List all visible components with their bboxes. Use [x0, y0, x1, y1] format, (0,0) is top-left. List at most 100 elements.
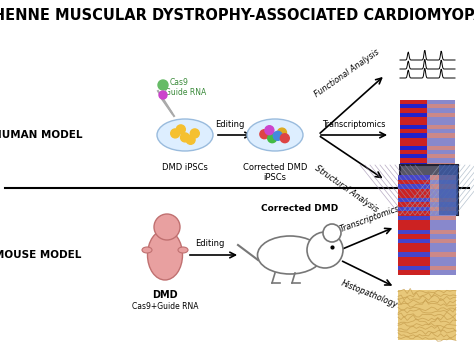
Bar	[400, 104, 428, 108]
Bar	[400, 133, 428, 137]
Circle shape	[268, 134, 277, 143]
Bar	[398, 175, 430, 180]
Bar	[430, 261, 456, 266]
Text: Editing: Editing	[195, 239, 225, 248]
Text: Corrected DMD: Corrected DMD	[261, 204, 338, 213]
Bar	[398, 193, 430, 198]
Bar	[428, 163, 455, 166]
Bar	[430, 243, 456, 248]
Text: Histopathology: Histopathology	[340, 279, 399, 310]
Circle shape	[323, 224, 341, 242]
Bar	[428, 150, 455, 154]
Bar	[400, 163, 428, 166]
Bar	[400, 113, 428, 117]
Text: Structural Analysis: Structural Analysis	[313, 164, 380, 214]
Ellipse shape	[147, 230, 182, 280]
Text: Transcriptomics: Transcriptomics	[322, 120, 386, 129]
Bar	[400, 137, 428, 142]
Bar	[400, 125, 428, 129]
Bar	[428, 117, 455, 121]
Bar	[398, 180, 430, 184]
Bar	[428, 121, 455, 125]
Bar	[400, 146, 428, 150]
Text: Transcriptomics: Transcriptomics	[338, 203, 401, 234]
Bar	[428, 104, 455, 108]
Circle shape	[265, 126, 274, 135]
Bar	[398, 202, 430, 207]
Bar	[398, 248, 430, 252]
Ellipse shape	[257, 236, 322, 274]
Circle shape	[159, 91, 167, 99]
Text: Functional Analysis: Functional Analysis	[312, 48, 381, 99]
Bar	[430, 271, 456, 275]
Circle shape	[277, 128, 286, 137]
Ellipse shape	[157, 119, 213, 151]
Bar	[428, 142, 455, 146]
Bar	[430, 252, 456, 257]
Bar	[430, 257, 456, 261]
Bar	[430, 220, 456, 225]
Bar	[428, 137, 455, 142]
Bar	[430, 216, 456, 220]
Bar	[398, 252, 430, 257]
Text: Cas9: Cas9	[170, 78, 189, 87]
Bar	[398, 271, 430, 275]
Bar	[430, 234, 456, 239]
Text: Corrected DMD
iPSCs: Corrected DMD iPSCs	[243, 163, 307, 182]
Bar	[400, 150, 428, 154]
Bar	[400, 117, 428, 121]
Bar	[430, 202, 456, 207]
Bar	[398, 189, 430, 193]
Bar	[398, 184, 430, 189]
Bar	[430, 211, 456, 216]
Bar	[428, 108, 455, 113]
Circle shape	[158, 80, 168, 90]
Circle shape	[280, 134, 289, 143]
Bar	[398, 230, 430, 234]
Bar	[428, 125, 455, 129]
Circle shape	[307, 232, 343, 268]
Bar	[400, 154, 428, 158]
Bar	[398, 261, 430, 266]
Bar	[398, 239, 430, 243]
Bar	[428, 146, 455, 150]
Bar	[430, 184, 456, 189]
Text: DMD iPSCs: DMD iPSCs	[162, 163, 208, 172]
Bar	[428, 166, 455, 171]
Bar	[430, 180, 456, 184]
Bar	[428, 133, 455, 137]
Bar	[398, 207, 430, 211]
Bar	[430, 207, 456, 211]
Text: Guide RNA: Guide RNA	[165, 88, 206, 97]
Bar	[430, 225, 456, 230]
Bar	[428, 113, 455, 117]
Bar	[398, 257, 430, 261]
Text: DUCHENNE MUSCULAR DYSTROPHY-ASSOCIATED CARDIOMYOPATHY: DUCHENNE MUSCULAR DYSTROPHY-ASSOCIATED C…	[0, 8, 474, 23]
Bar	[430, 239, 456, 243]
Bar	[439, 165, 458, 215]
Circle shape	[186, 135, 195, 144]
Bar	[400, 165, 458, 215]
Bar	[398, 216, 430, 220]
Bar	[400, 166, 428, 171]
Bar	[398, 290, 456, 340]
Ellipse shape	[142, 247, 152, 253]
Text: MOUSE MODEL: MOUSE MODEL	[0, 250, 82, 260]
Bar	[398, 225, 430, 230]
Bar	[400, 129, 428, 133]
Bar	[398, 220, 430, 225]
Bar	[428, 100, 455, 104]
Text: DMD: DMD	[152, 290, 178, 300]
Bar	[398, 243, 430, 248]
Text: Cas9+Guide RNA: Cas9+Guide RNA	[132, 302, 198, 311]
Circle shape	[176, 125, 185, 134]
Bar	[398, 211, 430, 216]
Bar	[400, 121, 428, 125]
Bar	[430, 266, 456, 271]
Bar	[400, 100, 428, 104]
Bar	[398, 266, 430, 271]
Bar	[398, 234, 430, 239]
Circle shape	[260, 130, 269, 139]
Circle shape	[273, 131, 283, 140]
Circle shape	[154, 214, 180, 240]
